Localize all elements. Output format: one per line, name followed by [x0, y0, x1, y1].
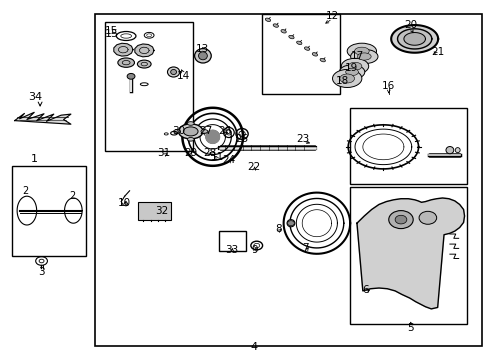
Text: 6: 6: [362, 285, 368, 295]
Text: 32: 32: [154, 206, 168, 216]
Ellipse shape: [346, 43, 376, 59]
Text: 19: 19: [344, 63, 357, 73]
Text: 16: 16: [381, 81, 395, 91]
Text: 26: 26: [218, 126, 231, 136]
Ellipse shape: [170, 69, 176, 75]
Text: 15: 15: [105, 26, 118, 36]
Ellipse shape: [187, 122, 194, 125]
Ellipse shape: [183, 127, 198, 136]
Text: 23: 23: [296, 134, 309, 144]
Polygon shape: [205, 130, 219, 143]
Ellipse shape: [178, 124, 203, 139]
Bar: [261, 14, 339, 94]
Ellipse shape: [312, 53, 317, 56]
Ellipse shape: [304, 47, 309, 50]
Ellipse shape: [118, 58, 134, 67]
Text: 1: 1: [31, 154, 38, 164]
Circle shape: [127, 73, 135, 79]
Ellipse shape: [354, 47, 368, 55]
Text: 18: 18: [335, 76, 348, 86]
Text: 4: 4: [250, 342, 257, 352]
Text: 11: 11: [210, 152, 224, 162]
Polygon shape: [397, 29, 431, 49]
Ellipse shape: [281, 30, 285, 33]
Ellipse shape: [339, 74, 354, 83]
Text: 29: 29: [183, 148, 197, 158]
Polygon shape: [135, 44, 154, 57]
Ellipse shape: [357, 53, 370, 60]
Polygon shape: [114, 43, 133, 56]
Ellipse shape: [167, 67, 180, 77]
Bar: [12, 166, 85, 256]
Ellipse shape: [265, 18, 270, 22]
Ellipse shape: [320, 58, 325, 62]
Text: 13: 13: [196, 44, 209, 54]
Text: 31: 31: [157, 148, 170, 158]
Text: 28: 28: [203, 148, 217, 158]
Text: 2: 2: [22, 186, 28, 196]
Text: 27: 27: [198, 126, 212, 136]
Bar: [218, 231, 245, 251]
Ellipse shape: [198, 52, 207, 60]
Text: 2: 2: [69, 191, 75, 201]
Polygon shape: [15, 112, 71, 124]
Text: 12: 12: [325, 11, 339, 21]
Text: 30: 30: [172, 126, 184, 136]
Ellipse shape: [137, 60, 151, 68]
Text: 22: 22: [247, 162, 261, 172]
Ellipse shape: [350, 49, 377, 64]
Text: 9: 9: [250, 245, 257, 255]
Ellipse shape: [296, 41, 301, 45]
Ellipse shape: [201, 130, 207, 133]
Text: 25: 25: [235, 134, 248, 144]
Text: 33: 33: [225, 245, 239, 255]
Text: 10: 10: [118, 198, 131, 208]
Ellipse shape: [194, 49, 211, 63]
Text: 3: 3: [38, 267, 45, 277]
Ellipse shape: [273, 24, 278, 27]
Text: 15: 15: [105, 29, 119, 39]
Circle shape: [287, 221, 294, 226]
Ellipse shape: [187, 138, 194, 141]
Bar: [105, 22, 193, 151]
Text: 8: 8: [275, 224, 282, 234]
Polygon shape: [390, 25, 437, 53]
Circle shape: [418, 211, 436, 224]
Text: 20: 20: [404, 20, 416, 30]
Bar: [349, 187, 466, 324]
Ellipse shape: [445, 147, 453, 154]
Text: 17: 17: [349, 51, 363, 61]
Text: 5: 5: [407, 323, 413, 333]
Text: 34: 34: [28, 92, 42, 102]
Polygon shape: [403, 32, 425, 45]
Circle shape: [388, 211, 412, 229]
Text: 7: 7: [302, 243, 308, 253]
Ellipse shape: [345, 68, 358, 76]
Bar: [349, 108, 466, 184]
Bar: [95, 14, 481, 346]
Ellipse shape: [454, 148, 459, 153]
Ellipse shape: [347, 62, 361, 70]
Ellipse shape: [288, 35, 293, 39]
Ellipse shape: [332, 69, 361, 87]
Text: 24: 24: [222, 155, 235, 165]
Polygon shape: [356, 198, 464, 309]
Ellipse shape: [286, 220, 294, 227]
Bar: [138, 202, 171, 220]
Text: 14: 14: [176, 71, 190, 81]
Text: 21: 21: [430, 47, 444, 57]
Ellipse shape: [341, 58, 368, 74]
Ellipse shape: [339, 65, 364, 79]
Ellipse shape: [173, 130, 180, 133]
Circle shape: [394, 215, 406, 224]
